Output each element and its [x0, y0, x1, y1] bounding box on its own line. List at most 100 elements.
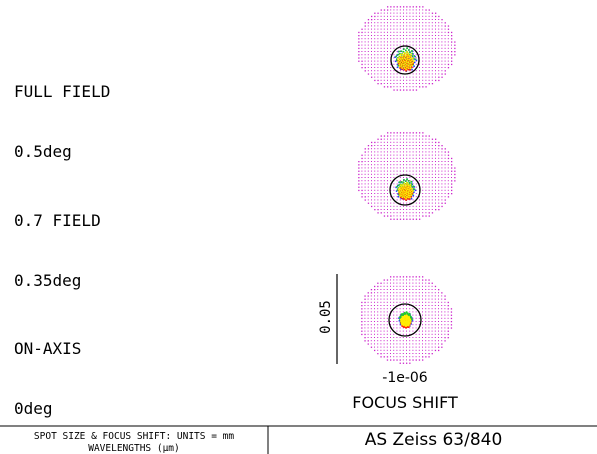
spot-core-dot	[415, 59, 418, 62]
spot-ray-dot	[377, 285, 379, 288]
spot-ray-dot	[399, 132, 402, 134]
field-label-full: FULL FIELD 0.5deg	[14, 42, 110, 182]
spot-ray-dot	[361, 154, 363, 156]
spot-ray-dot	[431, 295, 433, 297]
spot-ray-dot	[409, 209, 411, 210]
spot-core-dot	[401, 55, 404, 58]
spot-ray-dot	[435, 60, 436, 62]
spot-core-dot	[397, 60, 400, 62]
spot-ray-dot	[428, 317, 430, 319]
spot-ray-dot	[387, 215, 389, 217]
spot-ray-dot	[374, 295, 375, 297]
spot-ray-dot	[396, 199, 398, 201]
spot-ray-dot	[435, 15, 437, 18]
spot-ray-dot	[441, 295, 443, 297]
spot-ray-dot	[393, 356, 395, 358]
spot-ray-dot	[402, 356, 404, 358]
spot-core-dot	[409, 319, 411, 322]
spot-ray-dot	[399, 346, 401, 348]
spot-core-dot	[402, 318, 405, 321]
spot-ray-dot	[428, 333, 430, 335]
spot-ray-dot	[409, 151, 411, 153]
spot-ray-dot	[428, 180, 430, 182]
spot-ray-dot	[358, 60, 360, 62]
spot-ray-dot	[419, 35, 420, 36]
spot-ray-dot	[402, 343, 404, 345]
spot-ray-dot	[377, 60, 379, 62]
spot-ray-dot	[374, 60, 376, 62]
spot-ray-dot	[358, 38, 360, 40]
spot-core-dot	[409, 185, 412, 188]
spot-ray-dot	[377, 67, 379, 68]
spot-ray-dot	[390, 141, 392, 143]
spot-ray-dot	[386, 292, 388, 294]
spot-ray-dot	[438, 170, 440, 172]
spot-core-dot	[410, 61, 413, 63]
spot-ray-dot	[406, 12, 408, 14]
spot-ray-dot	[364, 177, 366, 178]
spot-ray-dot	[418, 314, 420, 316]
spot-ray-dot	[396, 148, 398, 150]
spot-ray-dot	[406, 154, 408, 156]
spot-ray-dot	[387, 22, 388, 24]
spot-ray-dot	[415, 337, 417, 338]
spot-ray-dot	[406, 19, 408, 20]
spot-ray-dot	[438, 167, 440, 169]
spot-ray-dot	[438, 349, 440, 352]
spot-ray-dot	[444, 193, 446, 194]
spot-ray-dot	[386, 289, 388, 290]
spot-ray-dot	[377, 35, 379, 36]
spot-ray-dot	[406, 177, 408, 178]
spot-ray-dot	[361, 193, 363, 195]
spot-ray-dot	[383, 63, 385, 65]
spot-ray-dot	[383, 298, 385, 300]
spot-ray-dot	[371, 180, 372, 182]
spot-ray-dot	[402, 340, 404, 342]
spot-ray-dot	[435, 196, 436, 198]
spot-core-dot	[401, 317, 404, 319]
spot-ray-dot	[415, 359, 417, 361]
spot-ray-dot	[406, 330, 407, 332]
spot-ray-dot	[380, 353, 382, 355]
spot-core-dot	[397, 64, 400, 67]
spot-ray-dot	[434, 330, 436, 332]
spot-ray-dot	[419, 145, 420, 146]
spot-ray-dot	[406, 138, 408, 140]
spot-core-dot	[397, 53, 399, 56]
spot-ray-dot	[415, 157, 417, 159]
spot-ray-dot	[425, 86, 427, 88]
spot-ray-dot	[409, 298, 411, 300]
spot-ray-dot	[419, 67, 420, 68]
spot-ray-dot	[403, 145, 404, 146]
spot-ray-dot	[367, 301, 369, 303]
spot-ray-dot	[447, 305, 449, 307]
spot-ray-dot	[422, 202, 424, 204]
spot-ray-dot	[390, 292, 391, 294]
spot-ray-dot	[367, 292, 369, 294]
spot-ray-dot	[428, 31, 430, 33]
spot-ray-dot	[409, 359, 411, 361]
spot-ray-dot	[431, 183, 433, 185]
spot-ray-dot	[374, 167, 376, 169]
spot-core-dot	[410, 183, 413, 185]
spot-ray-dot	[371, 148, 372, 150]
spot-ray-dot	[431, 305, 433, 306]
spot-core-dot	[409, 317, 412, 320]
spot-ray-dot	[380, 180, 382, 182]
spot-ray-dot	[422, 44, 424, 46]
spot-ray-dot	[371, 54, 372, 56]
spot-ray-dot	[383, 301, 385, 303]
spot-ray-dot	[380, 289, 382, 290]
spot-ray-dot	[425, 324, 427, 326]
spot-core-dot	[400, 193, 402, 195]
spot-ray-dot	[425, 298, 427, 300]
spot-ray-dot	[367, 157, 369, 159]
spot-ray-dot	[367, 38, 369, 40]
spot-ray-dot	[371, 63, 372, 65]
spot-core-dot	[402, 188, 404, 190]
spot-ray-dot	[441, 333, 443, 335]
spot-ray-dot	[399, 330, 401, 332]
spot-ray-dot	[441, 35, 443, 36]
spot-core-dot	[405, 324, 408, 326]
spot-ray-dot	[383, 135, 386, 137]
